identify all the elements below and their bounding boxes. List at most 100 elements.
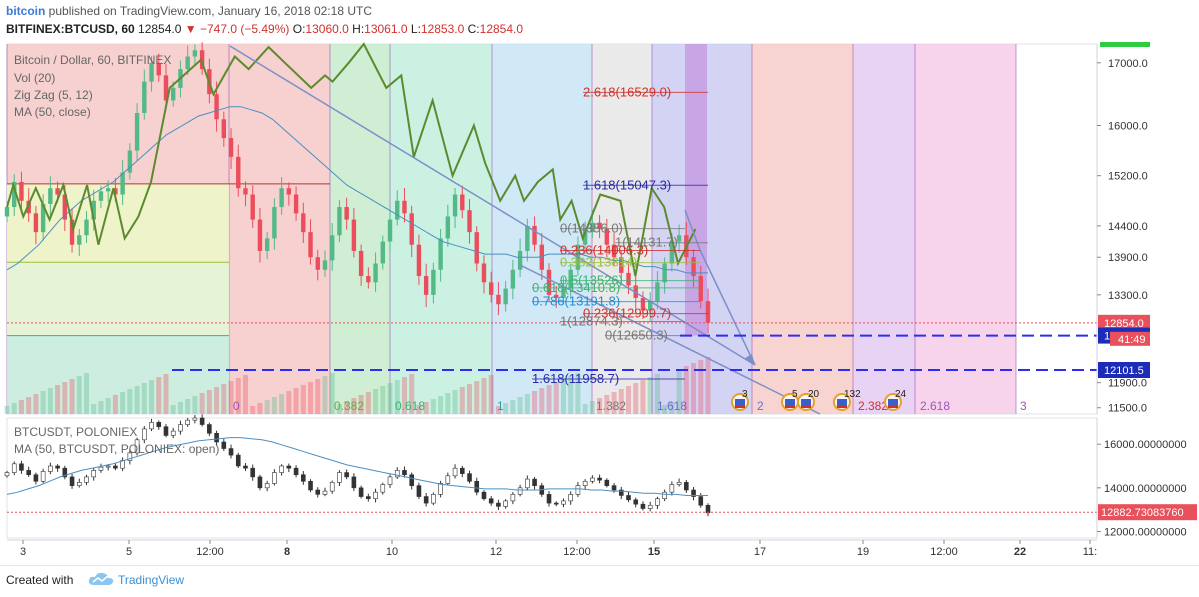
volume-bar (524, 394, 530, 414)
volume-bar (373, 389, 379, 414)
volume-bar (626, 386, 632, 414)
author-link[interactable]: bitcoin (6, 4, 46, 18)
fib-level-label: 0.236(14006.3) (560, 243, 648, 258)
candle-body (460, 194, 465, 211)
lower-indicator: MA (50, BTCUSDT, POLONIEX: open) (14, 442, 219, 456)
trend-line-lower (519, 264, 821, 415)
lower-title: BTCUSDT, POLONIEX (14, 425, 137, 439)
candle-body (452, 194, 458, 217)
candle-body (315, 257, 320, 270)
volume-bar (568, 376, 574, 414)
chart-svg[interactable]: 2.618(16529.0)1.618(15047.3)0(14356.0)1(… (0, 40, 1199, 565)
volume-bar (553, 382, 559, 414)
time-tick-label: 12:00 (563, 546, 591, 558)
lower-candle-body (684, 482, 689, 491)
candle-body (113, 188, 118, 195)
high-value: 13061.0 (364, 22, 408, 36)
event-count: 24 (895, 389, 907, 400)
volume-bar (611, 392, 617, 414)
volume-bar (488, 375, 494, 414)
lower-candle-body (40, 471, 46, 482)
lower-candle-body (640, 503, 646, 509)
time-zone-band (915, 44, 1016, 414)
lower-candle-body (669, 484, 675, 493)
event-flag-stripe (735, 405, 745, 408)
lower-candle-body (221, 441, 227, 449)
volume-bar (495, 406, 501, 414)
volume-bar (416, 405, 422, 414)
lower-price-axis: 16000.00000000 14000.00000000 12000.000000… (1096, 418, 1197, 538)
lower-candle-body (337, 472, 342, 483)
candle-body (445, 216, 451, 239)
lower-candle-body (366, 496, 371, 500)
candle-body (604, 229, 610, 245)
candle-body (344, 207, 349, 220)
lower-candle-body (308, 480, 313, 491)
lower-candle-body (467, 473, 472, 482)
fib-time-label: 2 (757, 399, 764, 413)
lower-candle-body (134, 439, 140, 454)
fib-level-label: 0.5(13526) (560, 273, 623, 288)
volume-bar (336, 404, 342, 414)
price-tick-label: 13900.0 (1108, 252, 1148, 264)
event-count: 20 (808, 389, 820, 400)
lower-candle-body (4, 472, 10, 477)
volume-bar (98, 401, 104, 414)
lower-candle-body (279, 465, 284, 473)
volume-bar (112, 395, 118, 414)
fib-level-label: 1(12874.3) (560, 314, 623, 329)
indicator-vol: Vol (20) (14, 71, 55, 85)
lower-candle-body (11, 463, 17, 473)
candle-body (358, 250, 364, 277)
lower-candle-body (452, 467, 458, 477)
volume-bar (351, 398, 357, 414)
lower-candle-body (662, 491, 667, 500)
volume-bar (235, 378, 241, 414)
lower-candle-body (19, 463, 24, 471)
candle-body (503, 288, 508, 305)
volume-bar (647, 377, 653, 414)
time-zone-band (229, 44, 330, 414)
candle-body (597, 222, 602, 229)
symbol-line: BITFINEX:BTCUSD, 60 12854.0 ▼ −747.0 (−5… (6, 22, 523, 36)
fib-level-label: 1.618(11958.7) (532, 371, 619, 386)
time-tick-label: 17 (754, 546, 766, 558)
candle-body (301, 213, 306, 233)
volume-bar (604, 395, 610, 414)
candle-body (380, 241, 385, 264)
lower-candle-body (698, 496, 704, 506)
countdown-label: 41:49 (1118, 334, 1146, 346)
volume-bar (242, 375, 248, 414)
lower-candle-body (597, 477, 602, 481)
lower-price-marker-box (1098, 504, 1197, 521)
volume-bar (228, 381, 234, 414)
lower-candle-body (582, 480, 588, 486)
lower-candle-body (611, 485, 617, 491)
time-tick-label: 10 (386, 546, 398, 558)
time-tick-label: 12:00 (930, 546, 958, 558)
lower-candle-body (387, 476, 393, 485)
volume-bar (474, 381, 480, 414)
fib-time-label: 3 (1020, 399, 1027, 413)
lower-candle-body (264, 483, 270, 489)
time-tick-label: 22 (1014, 546, 1026, 558)
lower-candle-body (33, 474, 39, 482)
event-flag-stripe (837, 399, 847, 405)
volume-bar (445, 393, 451, 414)
volume-bar (257, 403, 263, 414)
tradingview-link[interactable]: TradingView (118, 573, 185, 587)
lower-candle-body (503, 500, 508, 507)
chart-area[interactable]: 2.618(16529.0) 1.618(15047.3) 0(14356.0) 1(… (0, 40, 1199, 565)
candle-body (4, 207, 10, 217)
fib-level-label: 1(14131.7) (615, 235, 678, 250)
candle-body (228, 138, 234, 157)
volume-bar (365, 392, 371, 414)
lower-candle-body (488, 498, 494, 504)
candle-body (655, 282, 660, 302)
volume-bar (683, 366, 689, 414)
volume-bar (358, 395, 364, 414)
trend-lines (229, 45, 821, 415)
volume-bar (170, 405, 176, 414)
low-label: L: (410, 22, 421, 36)
lower-candle-body (409, 474, 415, 486)
